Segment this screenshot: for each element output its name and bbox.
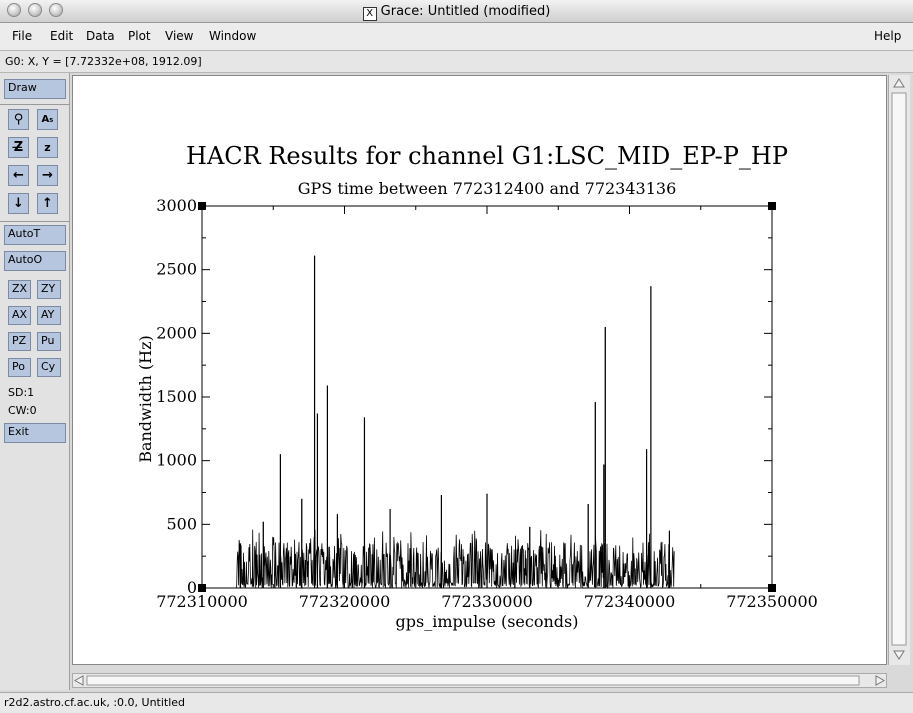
window-title: Grace: Untitled (modified) bbox=[380, 4, 551, 19]
exit-button[interactable]: Exit bbox=[4, 423, 66, 443]
selection-handle bbox=[198, 584, 206, 592]
y-tick-label: 2000 bbox=[156, 323, 197, 342]
main-toolbar: Draw ⚲ A₅ Z̶ z ← → ↓ ↑ AutoT AutoO ZX ZY… bbox=[0, 73, 70, 690]
y-tick-label: 500 bbox=[166, 514, 197, 533]
arrow-down-icon[interactable]: ↓ bbox=[8, 193, 29, 214]
x-tick-label: 772330000 bbox=[441, 592, 533, 611]
y-axis-label: Bandwidth (Hz) bbox=[136, 335, 155, 463]
cy-button[interactable]: Cy bbox=[37, 358, 61, 377]
autoo-button[interactable]: AutoO bbox=[4, 251, 66, 271]
locator-bar: G0: X, Y = [7.72332e+08, 1912.09] bbox=[0, 51, 913, 73]
magnifier-icon[interactable]: ⚲ bbox=[8, 109, 29, 130]
x11-icon: X bbox=[362, 7, 377, 21]
menu-view[interactable]: View bbox=[165, 29, 194, 43]
cw-status: CW:0 bbox=[8, 404, 37, 417]
y-tick-label: 3000 bbox=[156, 196, 197, 215]
po-button[interactable]: Po bbox=[8, 358, 31, 377]
y-tick-label: 0 bbox=[187, 578, 197, 597]
zoom-z-icon[interactable]: Z̶ bbox=[8, 137, 29, 158]
selection-handle bbox=[198, 202, 206, 210]
status-text: r2d2.astro.cf.ac.uk, :0.0, Untitled bbox=[4, 696, 186, 709]
sd-status: SD:1 bbox=[8, 386, 35, 399]
zoom-small-z-icon[interactable]: z bbox=[37, 137, 58, 158]
x-tick-label: 772340000 bbox=[584, 592, 676, 611]
scroll-left-arrow bbox=[73, 675, 84, 686]
menu-bar: File Edit Data Plot View Window Help bbox=[0, 23, 913, 51]
zy-button[interactable]: ZY bbox=[37, 280, 61, 299]
window-titlebar: X Grace: Untitled (modified) bbox=[0, 0, 913, 23]
chart-subtitle: GPS time between 772312400 and 772343136 bbox=[298, 179, 677, 198]
status-bar: r2d2.astro.cf.ac.uk, :0.0, Untitled bbox=[0, 692, 913, 713]
horizontal-scrollbar[interactable] bbox=[72, 673, 887, 688]
y-tick-label: 1000 bbox=[156, 451, 197, 470]
menu-file[interactable]: File bbox=[12, 29, 33, 43]
ax-button[interactable]: AX bbox=[8, 306, 31, 325]
scroll-down-arrow bbox=[893, 650, 905, 660]
menu-plot[interactable]: Plot bbox=[128, 29, 151, 43]
chart-svg: HACR Results for channel G1:LSC_MID_EP-P… bbox=[136, 142, 818, 631]
text-icon[interactable]: A₅ bbox=[37, 109, 58, 130]
menu-window[interactable]: Window bbox=[209, 29, 257, 43]
scroll-up-arrow bbox=[893, 78, 905, 88]
ay-button[interactable]: AY bbox=[37, 306, 61, 325]
y-tick-label: 2500 bbox=[156, 260, 197, 279]
chart-series bbox=[235, 255, 675, 590]
x-tick-label: 772350000 bbox=[726, 592, 818, 611]
zx-button[interactable]: ZX bbox=[8, 280, 31, 299]
locator-readout: G0: X, Y = [7.72332e+08, 1912.09] bbox=[5, 55, 202, 68]
draw-button[interactable]: Draw bbox=[4, 79, 66, 99]
arrow-left-icon[interactable]: ← bbox=[8, 165, 29, 186]
autot-button[interactable]: AutoT bbox=[4, 225, 66, 245]
arrow-right-icon[interactable]: → bbox=[37, 165, 58, 186]
pu-button[interactable]: Pu bbox=[37, 332, 61, 351]
menu-edit[interactable]: Edit bbox=[50, 29, 74, 43]
chart-title: HACR Results for channel G1:LSC_MID_EP-P… bbox=[186, 142, 788, 170]
menu-data[interactable]: Data bbox=[86, 29, 115, 43]
arrow-up-icon[interactable]: ↑ bbox=[37, 193, 58, 214]
x-axis-label: gps_impulse (seconds) bbox=[396, 612, 579, 631]
selection-handle bbox=[768, 584, 776, 592]
scroll-thumb bbox=[891, 92, 907, 646]
x-tick-label: 772320000 bbox=[299, 592, 391, 611]
selection-handle bbox=[768, 202, 776, 210]
minimize-window-button[interactable] bbox=[28, 3, 42, 17]
pz-button[interactable]: PZ bbox=[8, 332, 31, 351]
x-tick-label: 772310000 bbox=[156, 592, 248, 611]
menu-help[interactable]: Help bbox=[874, 29, 902, 43]
scroll-right-arrow bbox=[875, 675, 886, 686]
close-window-button[interactable] bbox=[7, 3, 21, 17]
y-tick-label: 1500 bbox=[156, 387, 197, 406]
vertical-scrollbar[interactable] bbox=[888, 75, 910, 665]
plot-canvas[interactable]: HACR Results for channel G1:LSC_MID_EP-P… bbox=[72, 75, 887, 665]
zoom-window-button[interactable] bbox=[49, 3, 63, 17]
scroll-thumb-horizontal bbox=[86, 675, 860, 686]
